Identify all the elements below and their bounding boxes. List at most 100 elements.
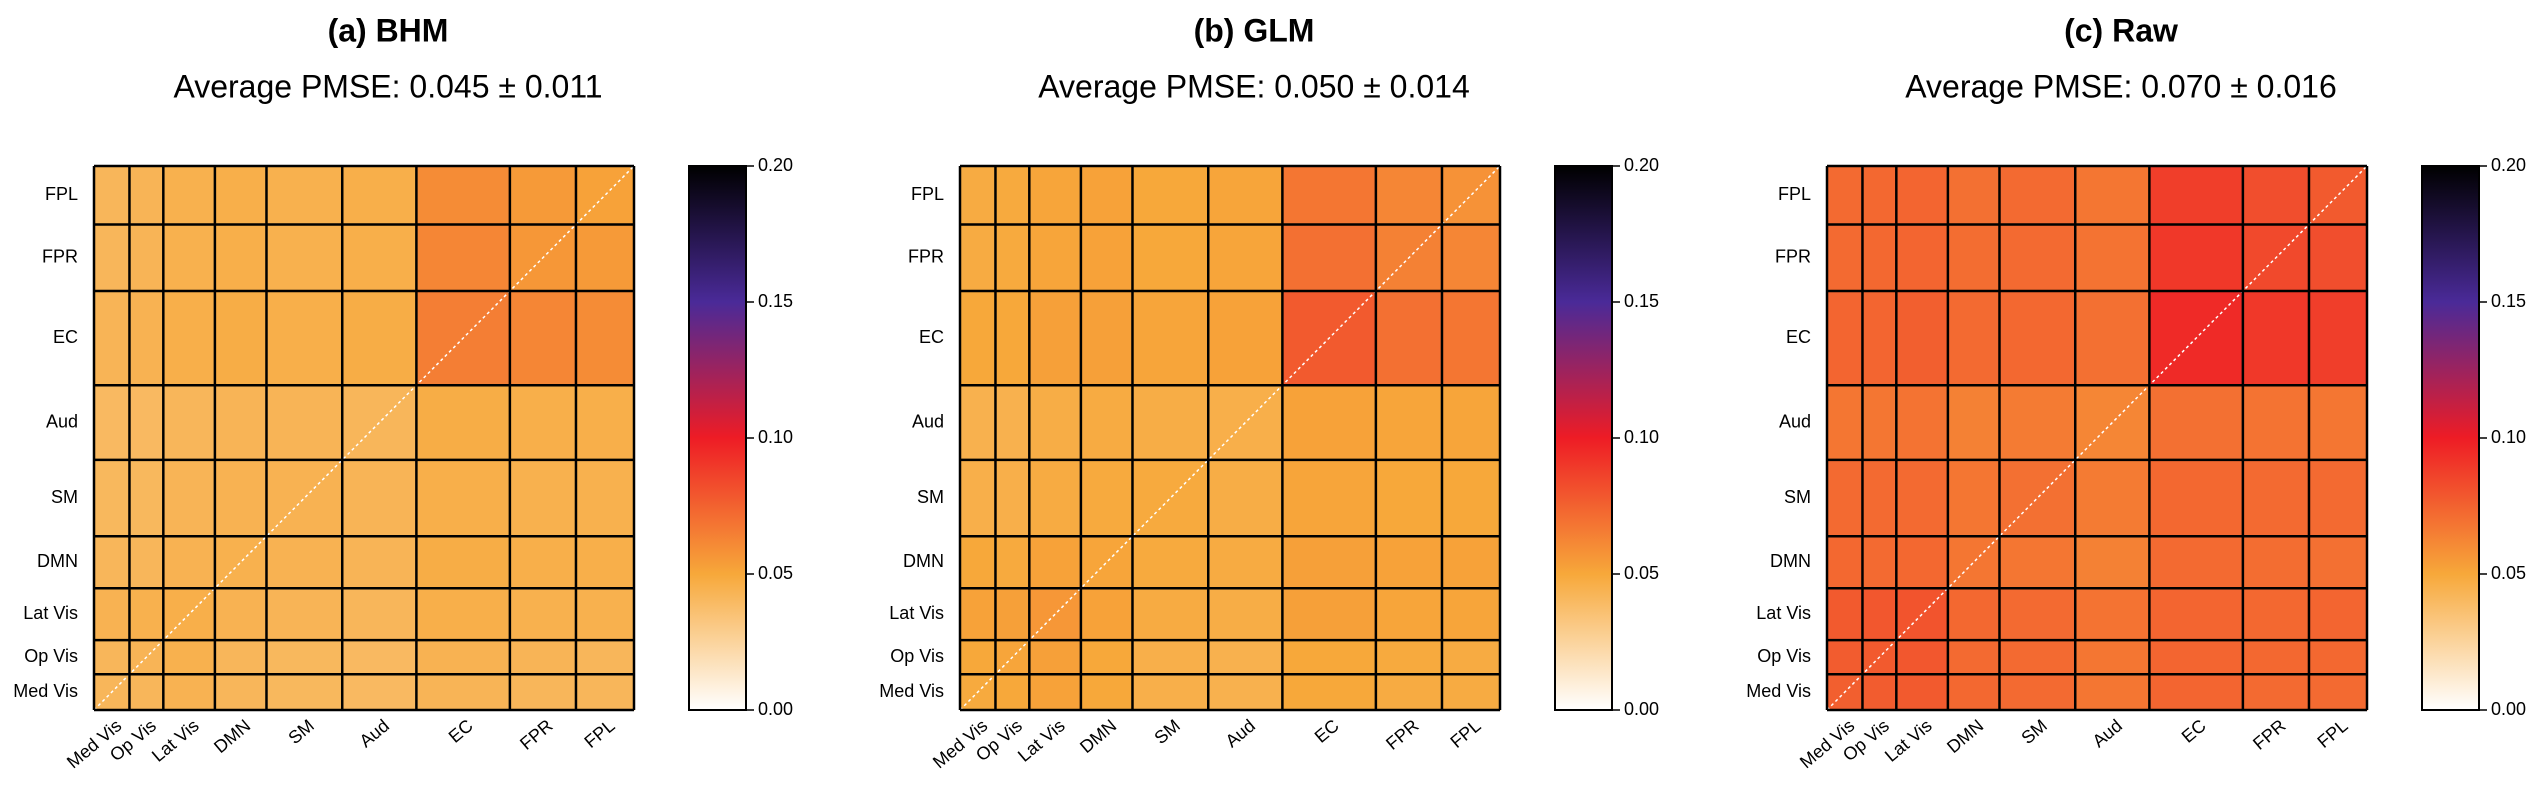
heatmap-cell bbox=[1947, 536, 2000, 589]
heatmap-cell bbox=[1862, 385, 1897, 461]
heatmap-cell bbox=[1029, 224, 1082, 292]
heatmap-cell bbox=[1947, 640, 2000, 675]
heatmap-cell bbox=[1375, 674, 1443, 711]
y-tick-label: Op Vis bbox=[890, 646, 944, 666]
heatmap-cell bbox=[995, 674, 1030, 711]
heatmap-cell bbox=[1827, 588, 1863, 641]
x-tick-label: Lat Vis bbox=[1014, 715, 1069, 765]
heatmap-cell bbox=[1441, 459, 1501, 537]
heatmap-cell bbox=[575, 640, 635, 675]
heatmap-cell bbox=[995, 224, 1030, 292]
heatmap-cell bbox=[94, 640, 130, 675]
y-tick-label: Aud bbox=[46, 411, 78, 431]
heatmap-cell bbox=[2149, 588, 2244, 641]
y-tick-label: Lat Vis bbox=[889, 603, 944, 623]
colorbar bbox=[688, 165, 747, 711]
heatmap-cell bbox=[1375, 166, 1443, 225]
colorbar-tick-label: 0.05 bbox=[758, 563, 793, 583]
heatmap-cell bbox=[1441, 536, 1501, 589]
heatmap-cell bbox=[2149, 166, 2244, 225]
heatmap-cell bbox=[342, 224, 417, 292]
colorbar-tick-label: 0.00 bbox=[1624, 699, 1659, 719]
heatmap-cell bbox=[1080, 459, 1133, 537]
heatmap-cell bbox=[1999, 224, 2076, 292]
heatmap-cell bbox=[214, 640, 267, 675]
heatmap-cell bbox=[995, 536, 1030, 589]
heatmap-cell bbox=[2149, 536, 2244, 589]
heatmap-cell bbox=[1862, 588, 1897, 641]
heatmap-cell bbox=[575, 536, 635, 589]
heatmap-cell bbox=[266, 459, 343, 537]
heatmap-cell bbox=[1208, 224, 1283, 292]
heatmap-cell bbox=[1208, 459, 1283, 537]
heatmap-cell bbox=[1282, 640, 1377, 675]
heatmap-cell bbox=[1947, 291, 2000, 386]
heatmap-cell bbox=[1441, 224, 1501, 292]
x-tick-label: EC bbox=[2178, 715, 2210, 746]
heatmap-cell bbox=[960, 459, 996, 537]
heatmap-cell bbox=[416, 674, 511, 711]
heatmap-cell bbox=[163, 224, 216, 292]
colorbar-tick-label: 0.15 bbox=[1624, 291, 1659, 311]
heatmap-cell bbox=[342, 536, 417, 589]
colorbar-tick-label: 0.05 bbox=[2491, 563, 2526, 583]
heatmap-cell bbox=[1827, 459, 1863, 537]
heatmap-cell bbox=[1208, 674, 1283, 711]
y-tick-label: Aud bbox=[1779, 411, 1811, 431]
heatmap-cell bbox=[163, 640, 216, 675]
heatmap-cell bbox=[1132, 640, 1209, 675]
heatmap-cell bbox=[1375, 291, 1443, 386]
heatmap-cell bbox=[2075, 291, 2150, 386]
colorbar-tick-label: 0.10 bbox=[2491, 427, 2526, 447]
heatmap-cell bbox=[1080, 385, 1133, 461]
heatmap-cell bbox=[214, 385, 267, 461]
heatmap-cell bbox=[1132, 385, 1209, 461]
heatmap-cell bbox=[1999, 640, 2076, 675]
x-tick-label: Aud bbox=[1222, 715, 1259, 751]
heatmap-cell bbox=[1947, 459, 2000, 537]
heatmap-cell bbox=[266, 166, 343, 225]
heatmap-cell bbox=[94, 166, 130, 225]
heatmap-cell bbox=[94, 385, 130, 461]
heatmap-cell bbox=[1375, 459, 1443, 537]
heatmap-cell bbox=[2242, 674, 2310, 711]
heatmap-cell bbox=[129, 385, 164, 461]
heatmap-cell bbox=[1441, 291, 1501, 386]
heatmap-cell bbox=[1080, 674, 1133, 711]
heatmap-cell bbox=[163, 459, 216, 537]
heatmap-cell bbox=[575, 385, 635, 461]
heatmap-cell bbox=[1282, 588, 1377, 641]
diagonal bbox=[959, 165, 1501, 711]
heatmap-cell bbox=[1827, 536, 1863, 589]
colorbar bbox=[1554, 165, 1613, 711]
heatmap-cell bbox=[575, 674, 635, 711]
heatmap-cell bbox=[1375, 385, 1443, 461]
colorbar-tick-label: 0.00 bbox=[2491, 699, 2526, 719]
heatmap-cell bbox=[1132, 674, 1209, 711]
panel-title: (b) GLM bbox=[1194, 12, 1315, 48]
heatmap-cell bbox=[1947, 674, 2000, 711]
heatmap-cell bbox=[575, 291, 635, 386]
heatmap-cell bbox=[1441, 588, 1501, 641]
heatmap-cell bbox=[575, 224, 635, 292]
heatmap-cell bbox=[94, 459, 130, 537]
panel-subtitle: Average PMSE: 0.045 ± 0.011 bbox=[173, 68, 602, 104]
heatmap-cell bbox=[1029, 166, 1082, 225]
heatmap-cell bbox=[1896, 459, 1949, 537]
heatmap-cell bbox=[1208, 536, 1283, 589]
heatmap-cell bbox=[1827, 385, 1863, 461]
colorbar-tick-label: 0.20 bbox=[758, 155, 793, 175]
y-tick-label: DMN bbox=[1770, 551, 1811, 571]
heatmap-cell bbox=[2149, 385, 2244, 461]
heatmap-cell bbox=[1827, 640, 1863, 675]
heatmap-cell bbox=[2242, 536, 2310, 589]
heatmap-cell bbox=[960, 385, 996, 461]
heatmap-cell bbox=[1947, 385, 2000, 461]
heatmap-cell bbox=[2308, 224, 2368, 292]
heatmap-cell bbox=[1896, 385, 1949, 461]
colorbar-tick-label: 0.05 bbox=[1624, 563, 1659, 583]
heatmap-cell bbox=[163, 674, 216, 711]
panel-subtitle: Average PMSE: 0.050 ± 0.014 bbox=[1038, 68, 1469, 104]
x-tick-label: SM bbox=[2017, 715, 2051, 748]
heatmap-cell bbox=[342, 674, 417, 711]
